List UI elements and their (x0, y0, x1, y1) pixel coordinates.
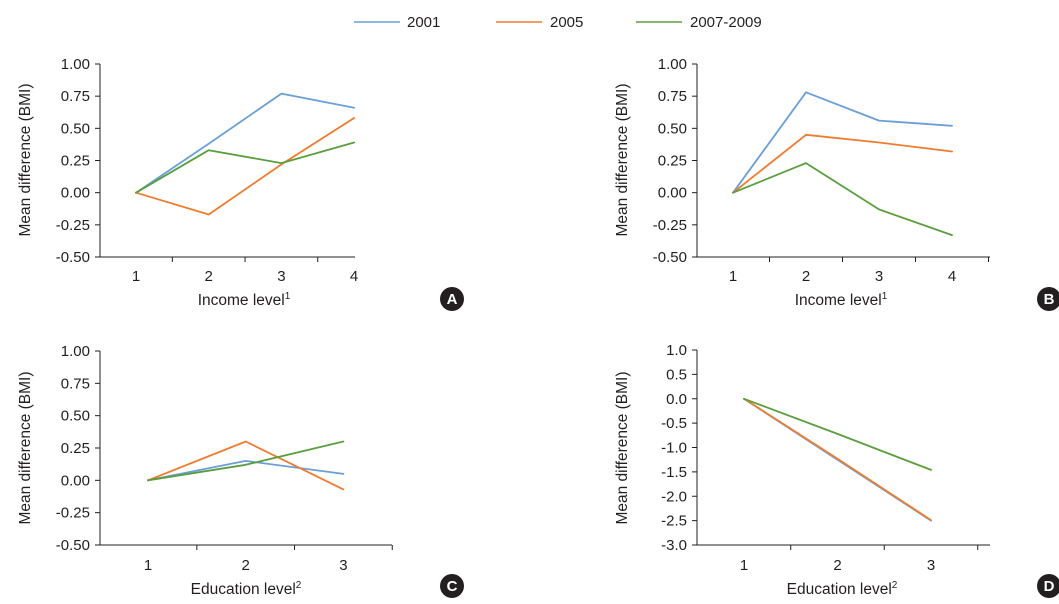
panel-badge-circle (440, 574, 464, 598)
x-tick-label: 2 (802, 268, 810, 285)
x-tick-label: 1 (740, 557, 748, 574)
x-axis-title-text: Income level (198, 292, 285, 309)
y-tick-label: 0.50 (61, 408, 90, 425)
y-tick-label: 0.5 (666, 366, 687, 383)
x-axis-title-superscript: 1 (882, 291, 888, 302)
x-axis-title-superscript: 1 (285, 291, 291, 302)
y-tick-label: 0.25 (61, 440, 90, 457)
x-axis-title: Education level2 (787, 580, 898, 598)
x-axis-title: Income level1 (795, 291, 888, 309)
x-axis-title-superscript: 2 (296, 580, 302, 591)
y-tick-label: 1.00 (61, 56, 90, 73)
series-line-2005 (147, 440, 345, 491)
y-tick-label: -2.5 (661, 513, 687, 530)
y-tick-label: -0.50 (56, 537, 90, 554)
y-tick-label: 0.50 (658, 120, 687, 137)
y-tick-label: -0.25 (56, 505, 90, 522)
panel-badge-circle (1037, 574, 1059, 598)
panel-badge-circle (1037, 287, 1059, 311)
y-tick-label: 0.25 (658, 153, 687, 170)
x-tick-label: 3 (277, 268, 285, 285)
y-tick-label: 0.75 (61, 88, 90, 105)
x-axis-title: Income level1 (198, 291, 291, 309)
chart-panel-a: 1.00 0.75 0.50 0.25 0.00 -0.25 -0.50 1 2 3 4 Mean d… (17, 56, 464, 311)
y-tick-label: -1.5 (661, 464, 687, 481)
series-line-2007-2009 (743, 397, 932, 471)
y-tick-label: -1.0 (661, 440, 687, 457)
y-tick-label: 0.75 (658, 88, 687, 105)
x-axis-title: Education level2 (191, 580, 302, 598)
x-axis-title-superscript: 2 (892, 580, 898, 591)
panel-badge-label: B (1044, 291, 1055, 308)
y-tick-label: 0.00 (61, 185, 90, 202)
panel-badge-label: A (447, 291, 458, 308)
y-tick-label: 0.00 (61, 472, 90, 489)
y-tick-label: -0.25 (56, 217, 90, 234)
y-tick-label: 0.0 (666, 391, 687, 408)
x-axis-title-text: Income level (795, 292, 882, 309)
series-line-2001 (147, 459, 345, 482)
y-tick-label: -3.0 (661, 537, 687, 554)
y-tick-label: -0.50 (653, 249, 687, 266)
y-tick-label: -0.5 (661, 415, 687, 432)
y-tick-label: -0.50 (56, 249, 90, 266)
x-tick-label: 3 (927, 557, 935, 574)
y-axis-title: Mean difference (BMI) (614, 371, 631, 524)
y-tick-label: 1.00 (658, 56, 687, 73)
panel-badge-label: D (1044, 578, 1055, 595)
legend-item: 2001 (354, 14, 440, 31)
y-tick-label: 1.0 (666, 342, 687, 359)
y-tick-label: 1.00 (61, 343, 90, 360)
legend-label: 2005 (550, 14, 583, 31)
y-tick-label: -0.25 (653, 217, 687, 234)
legend-label: 2001 (407, 14, 440, 31)
x-tick-label: 1 (144, 557, 152, 574)
panel-badge-circle (440, 287, 464, 311)
series-line-2005 (743, 397, 932, 521)
series-line-2001 (732, 91, 953, 194)
legend-item: 2007-2009 (636, 14, 762, 31)
y-axis-title: Mean difference (BMI) (17, 371, 34, 524)
x-tick-label: 2 (242, 557, 250, 574)
series-line-2007-2009 (135, 141, 356, 194)
legend-item: 2005 (496, 14, 583, 31)
x-tick-label: 2 (205, 268, 213, 285)
x-tick-label: 3 (875, 268, 883, 285)
y-tick-label: -2.0 (661, 488, 687, 505)
legend-label: 2007-2009 (690, 14, 762, 31)
y-tick-label: 0.75 (61, 375, 90, 392)
y-axis-title: Mean difference (BMI) (614, 83, 631, 236)
chart-panel-b: 1.00 0.75 0.50 0.25 0.00 -0.25 -0.50 1 2 3 4 Mean d… (614, 56, 1059, 311)
x-tick-label: 1 (132, 268, 140, 285)
y-tick-label: 0.50 (61, 120, 90, 137)
panel-badge-label: C (447, 578, 458, 595)
series-line-2007-2009 (732, 162, 953, 237)
series-line-2005 (732, 133, 953, 194)
chart-panel-d: 1.0 0.5 0.0 -0.5 -1.0 -1.5 -2.0 -2.5 -3.0 1 2 3 Mean… (614, 342, 1059, 598)
x-axis-title-text: Education level (191, 581, 296, 598)
y-tick-label: 0.25 (61, 153, 90, 170)
y-axis-title: Mean difference (BMI) (17, 83, 34, 236)
x-tick-label: 2 (833, 557, 841, 574)
chart-panel-c: 1.00 0.75 0.50 0.25 0.00 -0.25 -0.50 1 2 3 Mean di… (17, 343, 464, 598)
series-line-2007-2009 (147, 440, 345, 482)
x-tick-label: 1 (729, 268, 737, 285)
x-tick-label: 4 (350, 268, 358, 285)
series-line-2005 (135, 117, 356, 216)
legend: 2001 2005 2007-2009 (354, 14, 762, 31)
y-tick-label: 0.00 (658, 185, 687, 202)
x-tick-label: 3 (339, 557, 347, 574)
x-tick-label: 4 (948, 268, 956, 285)
x-axis-title-text: Education level (787, 581, 892, 598)
series-line-2001 (135, 92, 356, 194)
